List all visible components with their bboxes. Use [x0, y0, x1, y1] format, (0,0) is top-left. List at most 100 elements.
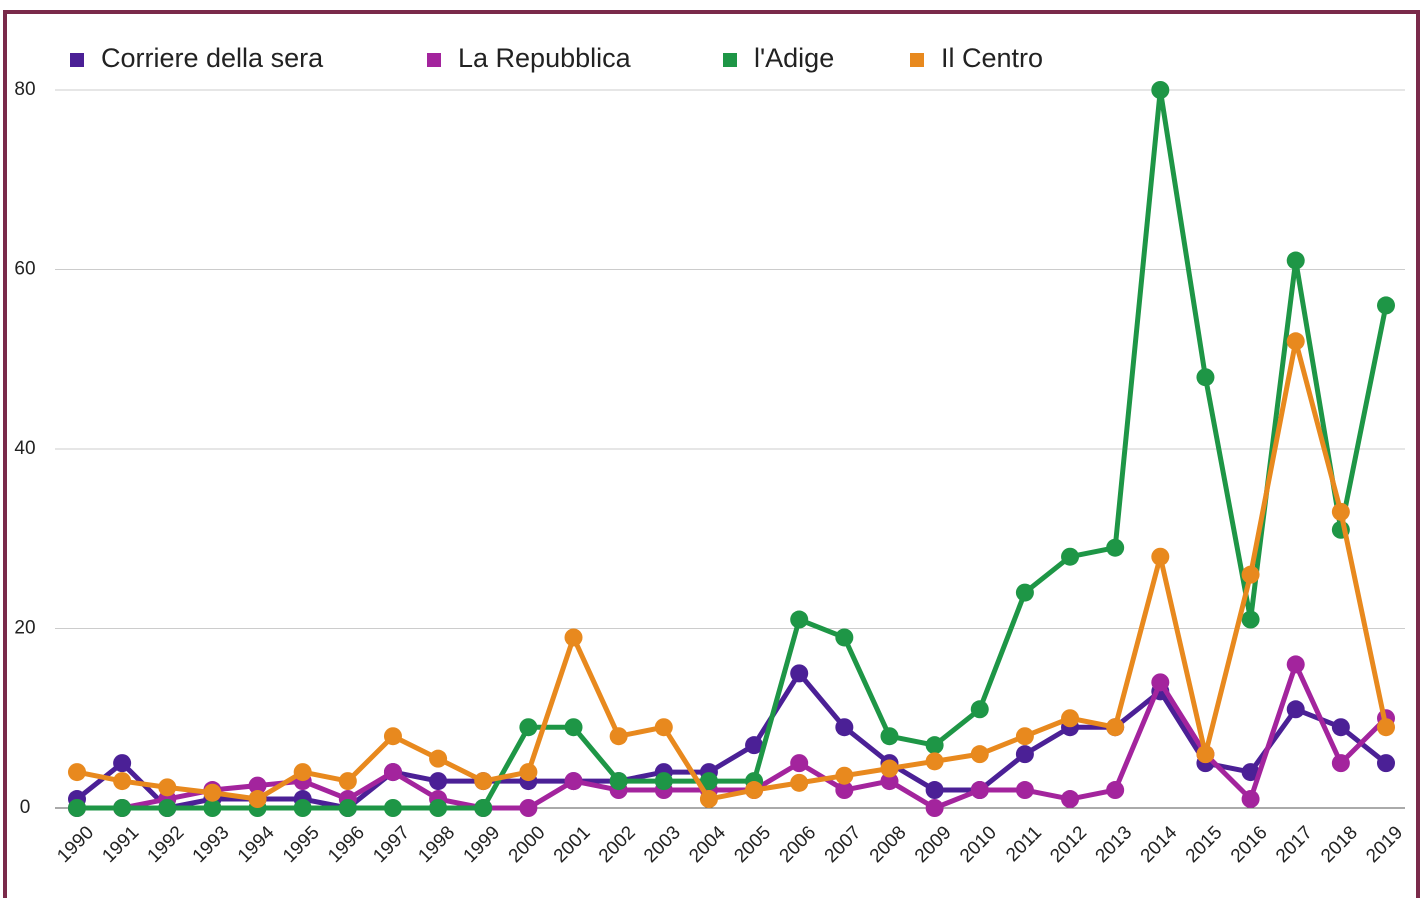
- point: [429, 799, 448, 817]
- x-tick-label: 1999: [460, 822, 505, 867]
- x-tick-label: 1994: [234, 822, 279, 867]
- point: [1241, 610, 1260, 629]
- point: [1286, 251, 1305, 270]
- x-tick-label: 2016: [1227, 822, 1272, 867]
- x-tick-label: 1992: [144, 822, 189, 867]
- legend-label: Il Centro: [941, 43, 1043, 73]
- point: [880, 759, 899, 778]
- point: [519, 763, 538, 782]
- x-tick-label: 2015: [1182, 822, 1227, 867]
- point: [1061, 547, 1080, 566]
- point: [113, 772, 132, 791]
- point: [474, 772, 493, 791]
- point: [790, 773, 809, 792]
- frame: [3, 10, 1420, 898]
- x-tick-label: 2007: [821, 822, 866, 867]
- x-tick-label: 2000: [505, 822, 550, 867]
- point: [1241, 790, 1260, 809]
- point: [699, 790, 718, 809]
- x-tick-label: 2012: [1046, 822, 1091, 867]
- x-tick-label: 2006: [776, 822, 821, 867]
- point: [970, 781, 989, 800]
- point: [1196, 368, 1215, 387]
- y-tick-label: 80: [14, 79, 35, 100]
- x-tick-label: 1993: [189, 822, 234, 867]
- point: [1015, 781, 1034, 800]
- x-tick-label: 1997: [369, 822, 414, 867]
- point: [1377, 296, 1395, 315]
- x-tick-label: 2004: [685, 822, 730, 867]
- point: [429, 749, 448, 768]
- point: [835, 628, 854, 647]
- y-tick-label: 40: [14, 438, 35, 459]
- x-tick-label: 2013: [1092, 822, 1137, 867]
- point: [1241, 763, 1260, 782]
- x-tick-label: 2003: [640, 822, 685, 867]
- x-tick-label: 2002: [595, 822, 640, 867]
- x-tick-label: 2009: [911, 822, 956, 867]
- legend-label: La Repubblica: [458, 43, 632, 73]
- point: [1377, 718, 1395, 737]
- point: [564, 718, 583, 737]
- x-tick-label: 1995: [279, 822, 324, 867]
- point: [383, 763, 402, 782]
- point: [1151, 673, 1170, 692]
- point: [474, 799, 493, 817]
- point: [880, 772, 899, 791]
- point: [1106, 718, 1125, 737]
- x-tick-label: 1998: [414, 822, 459, 867]
- point: [609, 772, 628, 791]
- y-tick-label: 20: [14, 618, 35, 639]
- point: [699, 772, 718, 791]
- point: [383, 799, 402, 817]
- point: [68, 799, 86, 817]
- point: [68, 763, 86, 782]
- point: [1015, 583, 1034, 602]
- x-tick-label: 2019: [1362, 822, 1407, 867]
- x-tick-label: 1991: [98, 822, 143, 867]
- point: [113, 754, 132, 773]
- point: [429, 772, 448, 791]
- point: [654, 718, 673, 737]
- y-tick-label: 60: [14, 259, 35, 280]
- point: [519, 799, 538, 817]
- point: [564, 772, 583, 791]
- point: [654, 772, 673, 791]
- point: [745, 736, 764, 755]
- x-tick-label: 2001: [550, 822, 595, 867]
- point: [790, 610, 809, 629]
- x-tick-label: 2008: [866, 822, 911, 867]
- point: [113, 799, 132, 817]
- point: [835, 718, 854, 737]
- point: [745, 781, 764, 800]
- x-tick-label: 2014: [1137, 822, 1182, 867]
- point: [1241, 565, 1260, 584]
- point: [1286, 332, 1305, 351]
- point: [293, 763, 312, 782]
- x-tick-label: 1996: [324, 822, 369, 867]
- point: [293, 799, 312, 817]
- point: [158, 799, 177, 817]
- point: [1015, 727, 1034, 746]
- point: [925, 799, 944, 817]
- point: [925, 736, 944, 755]
- point: [1106, 538, 1125, 557]
- legend-label: Corriere della sera: [101, 43, 324, 73]
- point: [970, 700, 989, 719]
- legend-label: l'Adige: [754, 43, 834, 73]
- point: [248, 790, 267, 809]
- point: [1331, 502, 1350, 521]
- point: [835, 781, 854, 800]
- x-tick-label: 2010: [956, 822, 1001, 867]
- legend-swatch: [427, 53, 441, 67]
- x-tick-label: 2017: [1272, 822, 1317, 867]
- point: [1106, 781, 1125, 800]
- point: [1286, 700, 1305, 719]
- legend-swatch: [910, 53, 924, 67]
- y-tick-label: 0: [20, 797, 31, 818]
- point: [1151, 547, 1170, 566]
- point: [1196, 745, 1215, 764]
- point: [1377, 754, 1395, 773]
- x-tick-label: 2018: [1317, 822, 1362, 867]
